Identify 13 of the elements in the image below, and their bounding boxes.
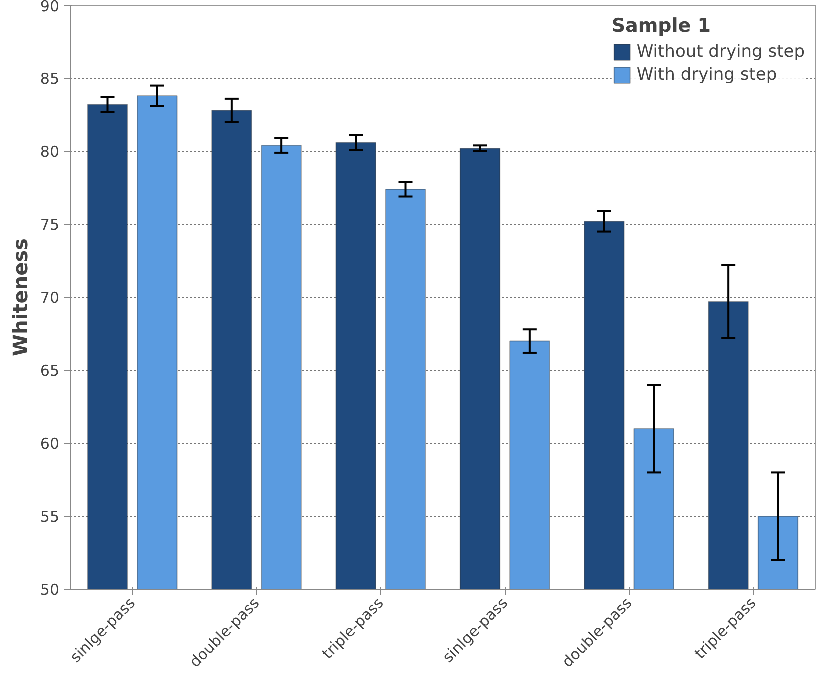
y-axis-title: Whiteness	[8, 238, 32, 356]
y-tick-label: 60	[40, 435, 60, 453]
legend-label: With drying step	[636, 65, 778, 85]
y-tick-label: 55	[40, 508, 60, 526]
y-tick-label: 75	[40, 216, 60, 234]
legend-label: Without drying step	[636, 42, 805, 62]
y-tick-label: 80	[40, 143, 60, 161]
y-tick-label: 50	[40, 581, 60, 599]
y-tick-label: 90	[40, 0, 60, 16]
y-tick-label: 70	[40, 289, 60, 307]
y-tick-label: 65	[40, 362, 60, 380]
y-tick-label: 85	[40, 70, 60, 88]
legend-title: Sample 1	[612, 15, 712, 37]
